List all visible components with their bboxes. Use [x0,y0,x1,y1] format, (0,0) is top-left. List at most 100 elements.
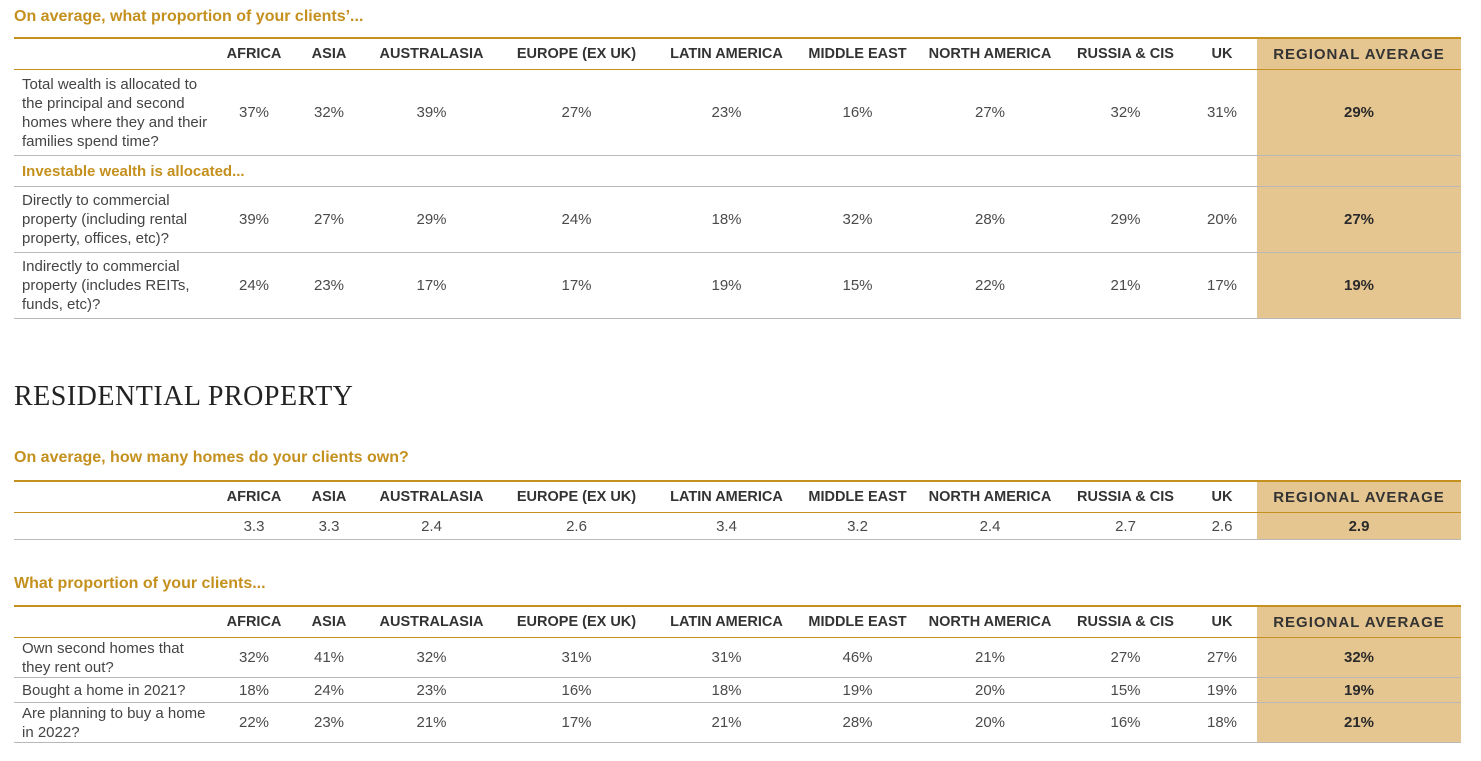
cell-asia: 27% [294,186,364,253]
header-uk: UK [1187,606,1257,638]
header-middle-east: MIDDLE EAST [799,481,916,513]
cell-north-america: 20% [916,677,1064,703]
cell-middle-east: 28% [799,702,916,743]
question-homes-owned: On average, how many homes do your clien… [14,449,409,466]
cell-europe: 24% [499,186,654,253]
header-russia-cis: RUSSIA & CIS [1064,38,1187,70]
cell-africa: 39% [214,186,294,253]
header-europe: EUROPE (EX UK) [499,481,654,513]
table-row: 3.3 3.3 2.4 2.6 3.4 3.2 2.4 2.7 2.6 2.9 [14,512,1461,540]
cell-russia-cis: 29% [1064,186,1187,253]
row-label: Directly to commercial property (includi… [14,186,214,253]
cell-uk: 19% [1187,677,1257,703]
cell-africa: 37% [214,69,294,156]
homes-owned-table: AFRICA ASIA AUSTRALASIA EUROPE (EX UK) L… [14,480,1461,540]
cell-russia-cis: 16% [1064,702,1187,743]
cell-europe: 2.6 [499,512,654,540]
table-row: Total wealth is allocated to the princip… [14,69,1461,156]
cell-europe: 27% [499,69,654,156]
cell-north-america: 20% [916,702,1064,743]
cell-regional-average: 21% [1257,702,1461,743]
cell-australasia: 2.4 [364,512,499,540]
cell-middle-east: 16% [799,69,916,156]
cell-africa: 18% [214,677,294,703]
header-latin-america: LATIN AMERICA [654,481,799,513]
cell-uk: 31% [1187,69,1257,156]
header-north-america: NORTH AMERICA [916,481,1064,513]
header-uk: UK [1187,481,1257,513]
cell-uk: 17% [1187,252,1257,319]
cell-russia-cis: 15% [1064,677,1187,703]
cell-latin-america: 19% [654,252,799,319]
row-label: Are planning to buy a home in 2022? [14,702,214,743]
cell-latin-america: 23% [654,69,799,156]
cell-australasia: 32% [364,637,499,678]
cell-australasia: 23% [364,677,499,703]
header-middle-east: MIDDLE EAST [799,606,916,638]
cell-australasia: 29% [364,186,499,253]
cell-latin-america: 3.4 [654,512,799,540]
header-north-america: NORTH AMERICA [916,606,1064,638]
header-middle-east: MIDDLE EAST [799,38,916,70]
cell-asia: 24% [294,677,364,703]
cell-russia-cis: 32% [1064,69,1187,156]
question-client-wealth-proportion: On average, what proportion of your clie… [14,8,364,25]
header-row: AFRICA ASIA AUSTRALASIA EUROPE (EX UK) L… [14,38,1461,70]
cell-europe: 31% [499,637,654,678]
cell-uk: 27% [1187,637,1257,678]
header-latin-america: LATIN AMERICA [654,38,799,70]
cell-asia: 23% [294,702,364,743]
cell-regional-average: 19% [1257,252,1461,319]
cell-asia: 23% [294,252,364,319]
cell-latin-america: 21% [654,702,799,743]
header-africa: AFRICA [214,606,294,638]
cell-north-america: 27% [916,69,1064,156]
cell-africa: 3.3 [214,512,294,540]
cell-regional-average: 27% [1257,186,1461,253]
header-europe: EUROPE (EX UK) [499,606,654,638]
row-label: Total wealth is allocated to the princip… [14,69,214,156]
cell-latin-america: 31% [654,637,799,678]
section-title: RESIDENTIAL PROPERTY [14,381,354,412]
header-regional-average: REGIONAL AVERAGE [1257,606,1461,638]
header-blank [14,38,214,70]
cell-russia-cis: 2.7 [1064,512,1187,540]
cell-north-america: 22% [916,252,1064,319]
table-row: Bought a home in 2021? 18% 24% 23% 16% 1… [14,677,1461,703]
cell-uk: 2.6 [1187,512,1257,540]
cell-regional-average: 29% [1257,69,1461,156]
cell-australasia: 39% [364,69,499,156]
cell-middle-east: 3.2 [799,512,916,540]
header-regional-average: REGIONAL AVERAGE [1257,481,1461,513]
header-africa: AFRICA [214,38,294,70]
cell-russia-cis: 21% [1064,252,1187,319]
row-label: Own second homes that they rent out? [14,637,214,678]
header-asia: ASIA [294,38,364,70]
home-ownership-table: AFRICA ASIA AUSTRALASIA EUROPE (EX UK) L… [14,605,1461,743]
header-russia-cis: RUSSIA & CIS [1064,481,1187,513]
table-row: Indirectly to commercial property (inclu… [14,252,1461,319]
header-north-america: NORTH AMERICA [916,38,1064,70]
cell-middle-east: 32% [799,186,916,253]
cell-uk: 20% [1187,186,1257,253]
cell-asia: 41% [294,637,364,678]
header-russia-cis: RUSSIA & CIS [1064,606,1187,638]
row-label: Indirectly to commercial property (inclu… [14,252,214,319]
header-africa: AFRICA [214,481,294,513]
table-row: Directly to commercial property (includi… [14,186,1461,253]
cell-regional-average: 19% [1257,677,1461,703]
header-uk: UK [1187,38,1257,70]
cell-blank [14,512,214,540]
cell-north-america: 28% [916,186,1064,253]
header-row: AFRICA ASIA AUSTRALASIA EUROPE (EX UK) L… [14,481,1461,513]
cell-europe: 17% [499,252,654,319]
header-australasia: AUSTRALASIA [364,38,499,70]
table-row: Are planning to buy a home in 2022? 22% … [14,702,1461,743]
cell-regional-average: 2.9 [1257,512,1461,540]
header-blank [14,606,214,638]
subheading-investable-wealth: Investable wealth is allocated... [14,155,1257,187]
header-blank [14,481,214,513]
cell-regional-average: 32% [1257,637,1461,678]
cell-europe: 16% [499,677,654,703]
cell-australasia: 21% [364,702,499,743]
